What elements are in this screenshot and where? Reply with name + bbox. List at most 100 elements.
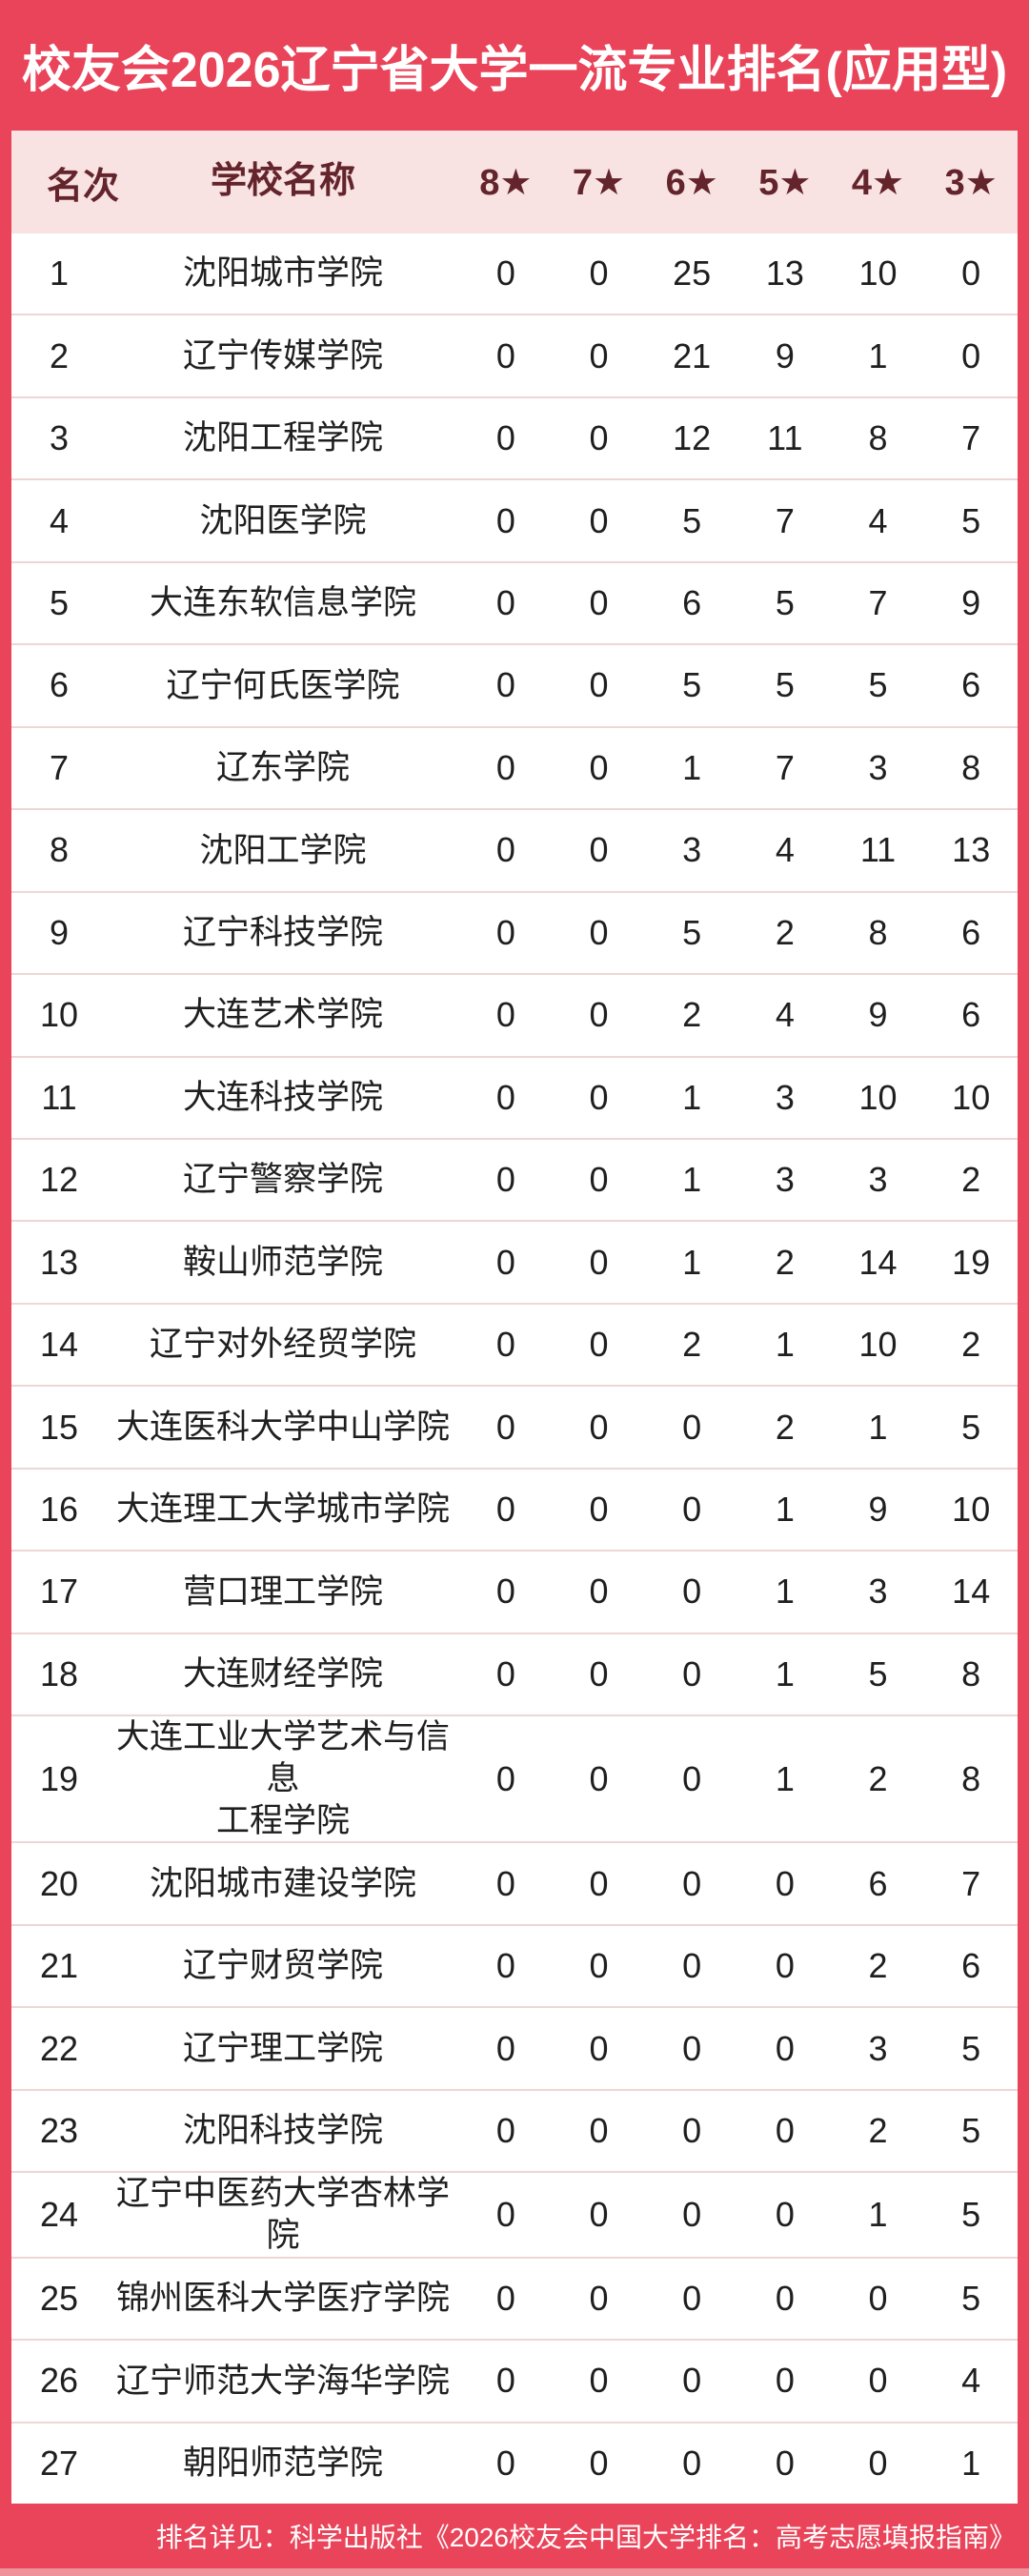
star-count-cell: 1 — [682, 1160, 702, 1200]
star-count-cell: 3 — [868, 1160, 888, 1200]
school-name-cell: 大连科技学院 — [182, 1078, 383, 1116]
table-body: 1 沈阳城市学院 0 0 25 13 10 0 2 辽宁传媒学院 0 0 21 9 1 0 3 沈阳工程学院 0 0 1… — [11, 233, 1018, 2504]
star-count-cell: 1 — [682, 747, 702, 787]
star-count-cell: 5 — [682, 665, 702, 705]
rank-cell: 5 — [49, 583, 70, 623]
rank-cell: 10 — [39, 995, 79, 1035]
star-count-cell: 2 — [868, 2110, 888, 2150]
star-count-cell: 0 — [589, 665, 609, 705]
star-count-cell: 9 — [961, 583, 981, 623]
star-count-cell: 0 — [495, 335, 515, 375]
column-header: 5★ — [758, 162, 812, 203]
school-name-cell: 辽宁传媒学院 — [182, 336, 383, 375]
rank-cell: 13 — [39, 1242, 79, 1282]
star-count-cell: 2 — [961, 1160, 981, 1200]
star-count-cell: 2 — [775, 1407, 795, 1447]
star-count-cell: 0 — [868, 2278, 888, 2318]
ranking-card: 名次 学校名称 8★ 7★ 6★ 5★ 4★ 3★ 1 沈阳城市学院 0 0 25 13 10 0 2 辽宁传媒… — [11, 131, 1018, 2504]
star-count-cell: 10 — [858, 1325, 898, 1365]
star-count-cell: 8 — [961, 1758, 981, 1798]
rank-cell: 12 — [39, 1160, 79, 1200]
rank-cell: 27 — [39, 2443, 79, 2483]
star-count-cell: 0 — [961, 335, 981, 375]
star-count-cell: 8 — [961, 1653, 981, 1694]
table-row: 23 沈阳科技学院 0 0 0 0 2 5 — [11, 2088, 1018, 2171]
star-count-cell: 5 — [961, 500, 981, 540]
rank-cell: 22 — [39, 2028, 79, 2068]
star-count-cell: 0 — [589, 1946, 609, 1986]
table-row: 3 沈阳工程学院 0 0 12 11 8 7 — [11, 396, 1018, 478]
school-name-cell: 大连艺术学院 — [182, 996, 383, 1034]
table-header: 名次 学校名称 8★ 7★ 6★ 5★ 4★ 3★ — [11, 131, 1018, 233]
star-count-cell: 0 — [682, 1758, 702, 1798]
rank-cell: 8 — [49, 830, 70, 870]
table-row: 7 辽东学院 0 0 1 7 3 8 — [11, 725, 1018, 808]
star-count-cell: 0 — [495, 1077, 515, 1117]
star-count-cell: 0 — [775, 2443, 795, 2483]
star-count-cell: 6 — [961, 995, 981, 1035]
star-count-cell: 5 — [775, 583, 795, 623]
star-count-cell: 1 — [775, 1325, 795, 1365]
school-name-cell: 锦州医科大学医疗学院 — [115, 2280, 450, 2318]
star-count-cell: 6 — [961, 1946, 981, 1986]
rank-cell: 7 — [49, 747, 70, 787]
star-count-cell: 8 — [961, 747, 981, 787]
star-count-cell: 6 — [682, 583, 702, 623]
star-count-cell: 0 — [868, 2361, 888, 2401]
table-row: 27 朝阳师范学院 0 0 0 0 0 1 — [11, 2421, 1018, 2504]
school-name-cell: 沈阳工程学院 — [182, 419, 383, 457]
column-header: 3★ — [944, 162, 998, 203]
star-count-cell: 0 — [682, 1490, 702, 1530]
star-count-cell: 2 — [682, 995, 702, 1035]
star-count-cell: 0 — [589, 912, 609, 952]
school-name-cell: 营口理工学院 — [182, 1572, 383, 1611]
star-count-cell: 0 — [682, 1863, 702, 1903]
table-row: 11 大连科技学院 0 0 1 3 10 10 — [11, 1055, 1018, 1138]
star-count-cell: 10 — [952, 1077, 991, 1117]
star-count-cell: 0 — [682, 1653, 702, 1694]
star-count-cell: 0 — [495, 1653, 515, 1694]
star-count-cell: 0 — [589, 1653, 609, 1694]
school-name-cell: 沈阳科技学院 — [182, 2112, 383, 2150]
rank-cell: 26 — [39, 2361, 79, 2401]
star-count-cell: 2 — [868, 1946, 888, 1986]
school-name-cell: 辽宁中医药大学杏林学院 — [115, 2175, 450, 2254]
star-count-cell: 0 — [495, 1758, 515, 1798]
star-count-cell: 0 — [961, 254, 981, 294]
star-count-cell: 0 — [589, 583, 609, 623]
star-count-cell: 0 — [775, 1863, 795, 1903]
star-count-cell: 25 — [673, 254, 712, 294]
star-count-cell: 5 — [868, 665, 888, 705]
rank-cell: 25 — [39, 2278, 79, 2318]
star-count-cell: 0 — [589, 1572, 609, 1612]
table-row: 2 辽宁传媒学院 0 0 21 9 1 0 — [11, 314, 1018, 396]
star-count-cell: 0 — [589, 2194, 609, 2234]
star-count-cell: 2 — [775, 1242, 795, 1282]
star-count-cell: 0 — [495, 2361, 515, 2401]
table-row: 16 大连理工大学城市学院 0 0 0 1 9 10 — [11, 1467, 1018, 1550]
school-name-cell: 沈阳城市建设学院 — [149, 1864, 416, 1902]
star-count-cell: 1 — [682, 1242, 702, 1282]
star-count-cell: 0 — [495, 254, 515, 294]
star-count-cell: 3 — [775, 1160, 795, 1200]
school-name-cell: 大连工业大学艺术与信息 工程学院 — [115, 1718, 450, 1839]
star-count-cell: 7 — [775, 500, 795, 540]
table-row: 21 辽宁财贸学院 0 0 0 0 2 6 — [11, 1923, 1018, 2006]
rank-cell: 15 — [39, 1407, 79, 1447]
star-count-cell: 0 — [495, 2028, 515, 2068]
star-count-cell: 13 — [765, 254, 804, 294]
star-count-cell: 5 — [682, 912, 702, 952]
star-count-cell: 0 — [495, 1242, 515, 1282]
star-count-cell: 2 — [682, 1325, 702, 1365]
column-header: 8★ — [479, 162, 533, 203]
table-row: 4 沈阳医学院 0 0 5 7 4 5 — [11, 478, 1018, 560]
star-count-cell: 11 — [767, 418, 803, 458]
star-count-cell: 0 — [682, 1572, 702, 1612]
school-name-cell: 大连东软信息学院 — [149, 584, 416, 622]
rank-cell: 18 — [39, 1653, 79, 1694]
table-row: 25 锦州医科大学医疗学院 0 0 0 0 0 5 — [11, 2256, 1018, 2339]
star-count-cell: 0 — [495, 2110, 515, 2150]
star-count-cell: 1 — [868, 335, 888, 375]
star-count-cell: 11 — [859, 830, 897, 870]
star-count-cell: 0 — [589, 747, 609, 787]
